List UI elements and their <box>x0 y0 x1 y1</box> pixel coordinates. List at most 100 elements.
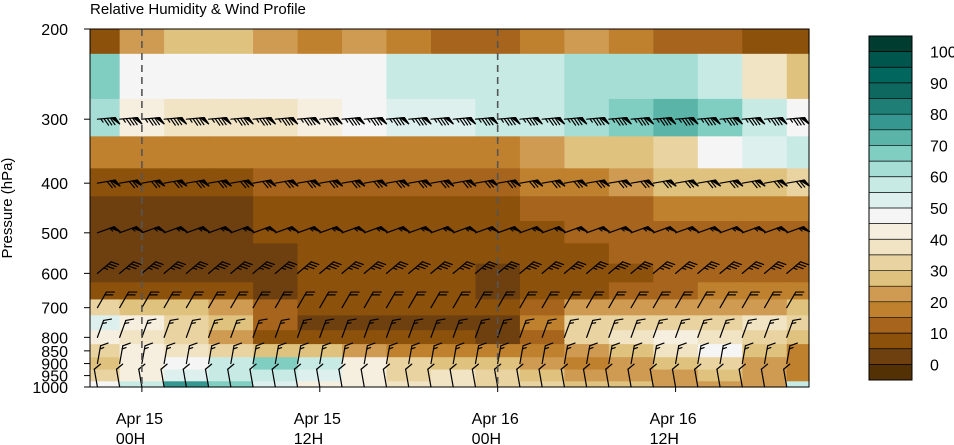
y-tick-label: 300 <box>41 112 68 129</box>
x-tick-label-hour: 12H <box>650 431 679 445</box>
wind-barb <box>274 342 287 365</box>
heatmap-cell <box>564 282 610 301</box>
wind-barb <box>230 261 253 274</box>
wind-barb <box>230 116 254 126</box>
colorbar-swatch <box>869 145 912 162</box>
wind-barb <box>630 342 643 365</box>
wind-barb <box>119 225 144 234</box>
heatmap-cell <box>90 299 121 316</box>
wind-barb <box>363 261 387 274</box>
heatmap-cell <box>342 344 388 358</box>
wind-barb <box>719 318 735 338</box>
heatmap-cell <box>697 381 743 388</box>
wind-barb <box>430 116 454 126</box>
heatmap-cell <box>475 344 521 358</box>
heatmap-cell <box>90 330 121 345</box>
wind-barb <box>697 116 721 126</box>
heatmap-cell <box>742 369 788 382</box>
wind-barb <box>497 318 513 338</box>
wind-barb <box>185 342 198 365</box>
wind-barb <box>652 291 671 309</box>
wind-barb <box>296 225 321 234</box>
heatmap-cell <box>475 369 521 382</box>
wind-barb <box>141 116 165 126</box>
plot-frame <box>89 28 810 388</box>
wind-barb <box>163 179 188 189</box>
heatmap-cell <box>253 381 299 388</box>
colorbar-tick-label: 60 <box>930 170 948 187</box>
wind-barb <box>786 261 809 274</box>
wind-barb <box>274 261 298 274</box>
heatmap-cell <box>653 136 699 169</box>
wind-barb <box>363 116 388 126</box>
wind-barb <box>786 179 811 189</box>
wind-barb <box>452 225 477 234</box>
wind-barb <box>141 318 157 338</box>
wind-barb <box>208 318 224 338</box>
wind-barb <box>185 179 210 189</box>
wind-barb <box>452 318 468 338</box>
colorbar-swatch <box>869 286 912 303</box>
wind-barb <box>763 291 783 309</box>
wind-barb <box>497 179 522 189</box>
wind-barb <box>538 363 546 388</box>
wind-barb <box>341 291 360 309</box>
x-tick-label-hour: 00H <box>116 431 145 445</box>
heatmap-cell <box>253 29 299 55</box>
wind-barb <box>274 291 293 309</box>
heatmap-cell <box>253 136 299 169</box>
heatmap-cell <box>608 29 654 55</box>
wind-barb <box>674 342 687 365</box>
x-tick-label-date: Apr 16 <box>472 411 519 428</box>
heatmap-cell <box>608 381 654 388</box>
chart-title: Relative Humidity & Wind Profile <box>90 1 306 18</box>
wind-barb <box>408 179 433 189</box>
heatmap-cell <box>786 369 810 382</box>
wind-barb <box>541 291 560 309</box>
wind-barb <box>474 225 499 234</box>
heatmap-cell <box>786 29 810 55</box>
wind-barb <box>341 318 357 338</box>
wind-barb <box>430 291 449 309</box>
heatmap-cell <box>430 53 477 100</box>
wind-barb <box>119 291 138 309</box>
heatmap-cell <box>475 282 521 301</box>
heatmap-cell <box>786 315 810 331</box>
wind-barb <box>674 291 694 309</box>
heatmap-cell <box>90 53 121 100</box>
wind-barb <box>541 116 566 126</box>
wind-barb <box>763 318 780 338</box>
wind-barb <box>430 318 446 338</box>
wind-barb <box>541 318 557 338</box>
x-tick-label-date: Apr 15 <box>116 411 163 428</box>
wind-barb <box>96 261 120 274</box>
wind-barb <box>319 179 344 189</box>
wind-barb <box>471 363 480 388</box>
wind-barb <box>741 342 754 365</box>
wind-barb <box>96 318 113 338</box>
heatmap-cell <box>653 344 699 358</box>
heatmap-cell <box>253 243 299 265</box>
heatmap-cell <box>608 282 654 301</box>
wind-barb <box>674 318 691 338</box>
wind-barb <box>608 342 621 365</box>
wind-barb <box>741 179 766 189</box>
wind-barb <box>786 225 811 234</box>
heatmap-cell <box>297 136 343 169</box>
colorbar-tick-label: 40 <box>930 232 948 249</box>
wind-barb <box>586 116 610 126</box>
wind-barb <box>296 342 309 365</box>
wind-barb <box>586 225 611 234</box>
wind-barb <box>319 261 342 274</box>
x-tick-label-hour: 00H <box>472 431 501 445</box>
wind-barb <box>519 116 543 126</box>
heatmap-cell <box>519 29 565 55</box>
heatmap-cell <box>653 196 699 222</box>
heatmap-cell <box>342 243 388 265</box>
wind-barb <box>671 363 680 388</box>
heatmap-cell <box>164 381 210 388</box>
wind-barb <box>185 225 210 234</box>
wind-barb <box>560 363 568 388</box>
heatmap-cell <box>519 369 565 382</box>
